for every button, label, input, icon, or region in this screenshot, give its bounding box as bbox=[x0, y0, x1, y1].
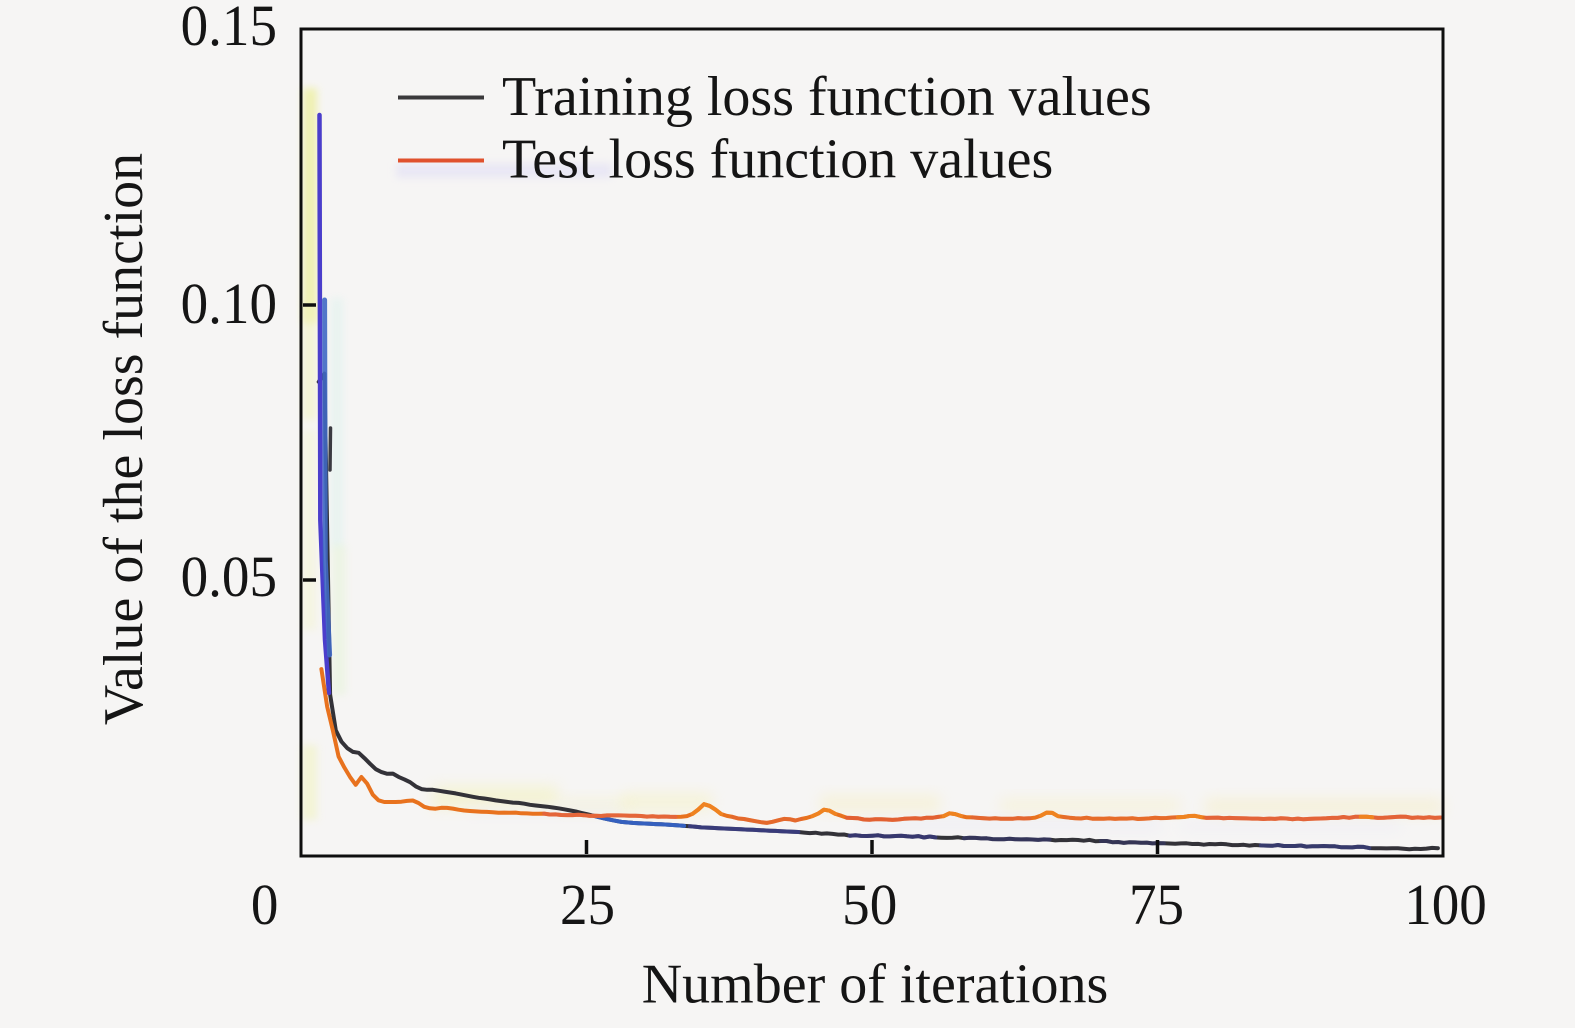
svg-text:0.15: 0.15 bbox=[181, 0, 277, 59]
svg-text:50: 50 bbox=[842, 874, 897, 938]
svg-text:Test loss function values: Test loss function values bbox=[502, 129, 1053, 191]
svg-text:0: 0 bbox=[251, 874, 279, 938]
svg-text:25: 25 bbox=[560, 874, 615, 938]
svg-text:Training loss function values: Training loss function values bbox=[502, 66, 1152, 128]
svg-text:Number of iterations: Number of iterations bbox=[642, 954, 1109, 1016]
svg-text:0.05: 0.05 bbox=[181, 546, 277, 610]
svg-text:Value of the loss function: Value of the loss function bbox=[93, 153, 155, 725]
svg-text:75: 75 bbox=[1129, 874, 1184, 938]
svg-text:100: 100 bbox=[1404, 874, 1487, 938]
svg-text:0.10: 0.10 bbox=[181, 273, 277, 337]
